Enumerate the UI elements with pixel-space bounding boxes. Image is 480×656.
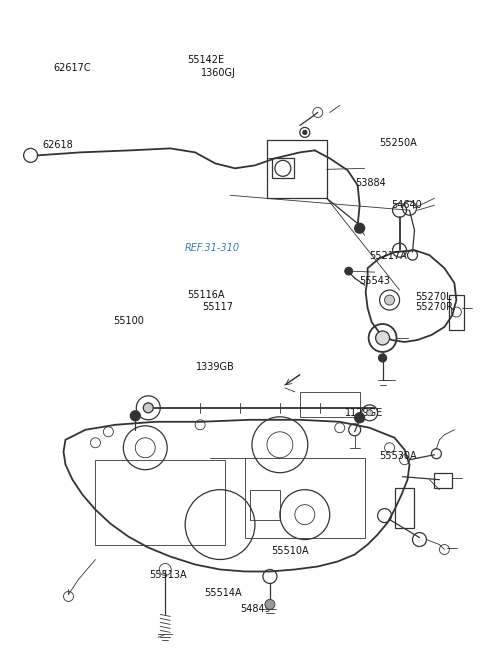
Text: REF.31-310: REF.31-310 (185, 243, 240, 253)
Text: 55510A: 55510A (271, 546, 309, 556)
Circle shape (303, 131, 307, 134)
Circle shape (367, 410, 372, 416)
Circle shape (345, 267, 353, 275)
Text: 55100: 55100 (113, 316, 144, 327)
Text: 1339GB: 1339GB (196, 362, 235, 372)
Text: 54849: 54849 (240, 604, 271, 615)
Circle shape (384, 295, 395, 305)
Text: 55217A: 55217A (369, 251, 407, 261)
Circle shape (376, 331, 390, 345)
Text: 53884: 53884 (355, 178, 385, 188)
Circle shape (355, 413, 365, 423)
Text: 1360GJ: 1360GJ (201, 68, 236, 77)
Bar (250, 489, 280, 520)
Text: 55543: 55543 (360, 276, 391, 286)
Circle shape (130, 411, 140, 420)
Text: 55270R: 55270R (415, 302, 453, 312)
Bar (434, 473, 452, 487)
Circle shape (265, 600, 275, 609)
Bar (449, 295, 464, 330)
Text: 62617C: 62617C (53, 63, 91, 73)
Text: 62618: 62618 (43, 140, 73, 150)
Text: 55142E: 55142E (187, 54, 225, 64)
Circle shape (379, 354, 386, 362)
Text: 55117: 55117 (202, 302, 233, 312)
Text: 55250A: 55250A (379, 138, 417, 148)
Text: 55116A: 55116A (187, 290, 225, 300)
Text: 55514A: 55514A (204, 588, 242, 598)
Bar (267, 140, 327, 198)
Bar (300, 392, 360, 417)
Bar (245, 458, 365, 537)
Text: 55513A: 55513A (149, 571, 187, 581)
Text: 55530A: 55530A (379, 451, 417, 461)
Text: 54640: 54640 (391, 200, 421, 210)
Bar (96, 460, 225, 544)
Circle shape (144, 403, 153, 413)
Circle shape (355, 223, 365, 233)
Text: 1129GE: 1129GE (345, 408, 384, 418)
Text: 55270L: 55270L (415, 291, 451, 302)
Bar (395, 487, 415, 527)
Bar (272, 158, 294, 178)
